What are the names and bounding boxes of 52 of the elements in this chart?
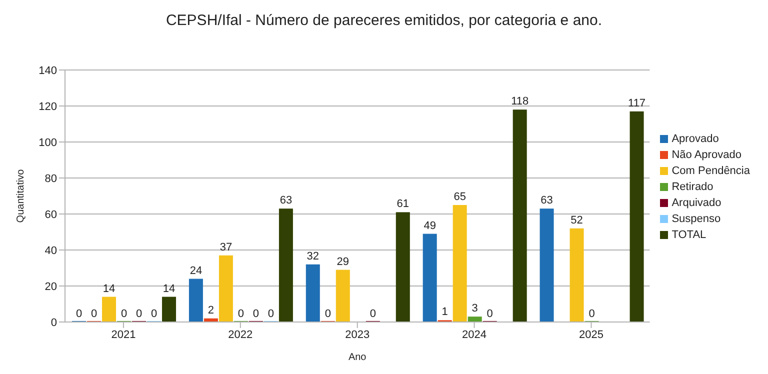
chart-title: CEPSH/Ifal - Número de pareceres emitidos, por categoria e ano. [164, 12, 604, 29]
y-tick-label: 0 [50, 316, 57, 329]
data-label: 14 [162, 282, 176, 295]
data-label: 0 [486, 308, 493, 320]
data-label: 0 [76, 308, 82, 320]
data-label: 0 [150, 308, 158, 320]
data-label: 29 [336, 256, 350, 268]
legend-label: Aprovado [672, 133, 719, 145]
data-label: 0 [136, 308, 142, 320]
x-tick-label: 2025 [579, 328, 604, 341]
data-label: 63 [540, 194, 553, 207]
x-tick-label: 2021 [111, 328, 136, 341]
data-label: 0 [268, 308, 274, 320]
legend-label: Retirado [672, 181, 714, 193]
legend-label: Arquivado [672, 197, 722, 209]
y-tick-label: 140 [38, 64, 57, 77]
data-label: 117 [628, 97, 646, 110]
data-label: 0 [120, 308, 128, 320]
legend-label: Suspenso [672, 213, 721, 225]
x-tick-label: 2024 [462, 328, 487, 341]
y-tick-label: 80 [44, 172, 57, 185]
data-label: 0 [324, 308, 331, 320]
y-axis-title: Quantitativo [16, 168, 27, 223]
x-tick-label: 2023 [345, 328, 370, 341]
data-label: 49 [424, 220, 436, 232]
data-label: 0 [90, 308, 98, 320]
legend-label: Não Aprovado [672, 149, 742, 161]
legend-label: TOTAL [672, 229, 706, 241]
data-label: 14 [102, 282, 116, 295]
data-label: 2 [208, 304, 214, 316]
data-label: 63 [280, 194, 292, 207]
y-tick-label: 40 [44, 244, 57, 257]
data-label: 0 [238, 308, 244, 320]
data-label: 0 [370, 308, 376, 320]
data-label: 65 [454, 191, 466, 203]
data-label: 3 [472, 302, 478, 315]
y-tick-label: 20 [44, 280, 57, 293]
y-tick-label: 100 [38, 136, 57, 149]
data-label: 61 [396, 198, 410, 210]
y-tick-label: 120 [38, 100, 57, 113]
y-tick-label: 60 [44, 208, 57, 221]
data-label: 118 [511, 96, 529, 108]
data-label: 32 [306, 250, 320, 262]
legend-label: Com Pendência [672, 165, 750, 177]
data-label: 1 [442, 306, 448, 318]
data-label: 0 [588, 308, 595, 320]
data-label: 37 [220, 241, 232, 254]
x-tick-label: 2022 [228, 328, 253, 341]
x-axis-title: Ano [348, 352, 367, 363]
data-label: 24 [190, 264, 202, 277]
data-label: 0 [252, 308, 260, 320]
data-label: 52 [570, 214, 583, 226]
